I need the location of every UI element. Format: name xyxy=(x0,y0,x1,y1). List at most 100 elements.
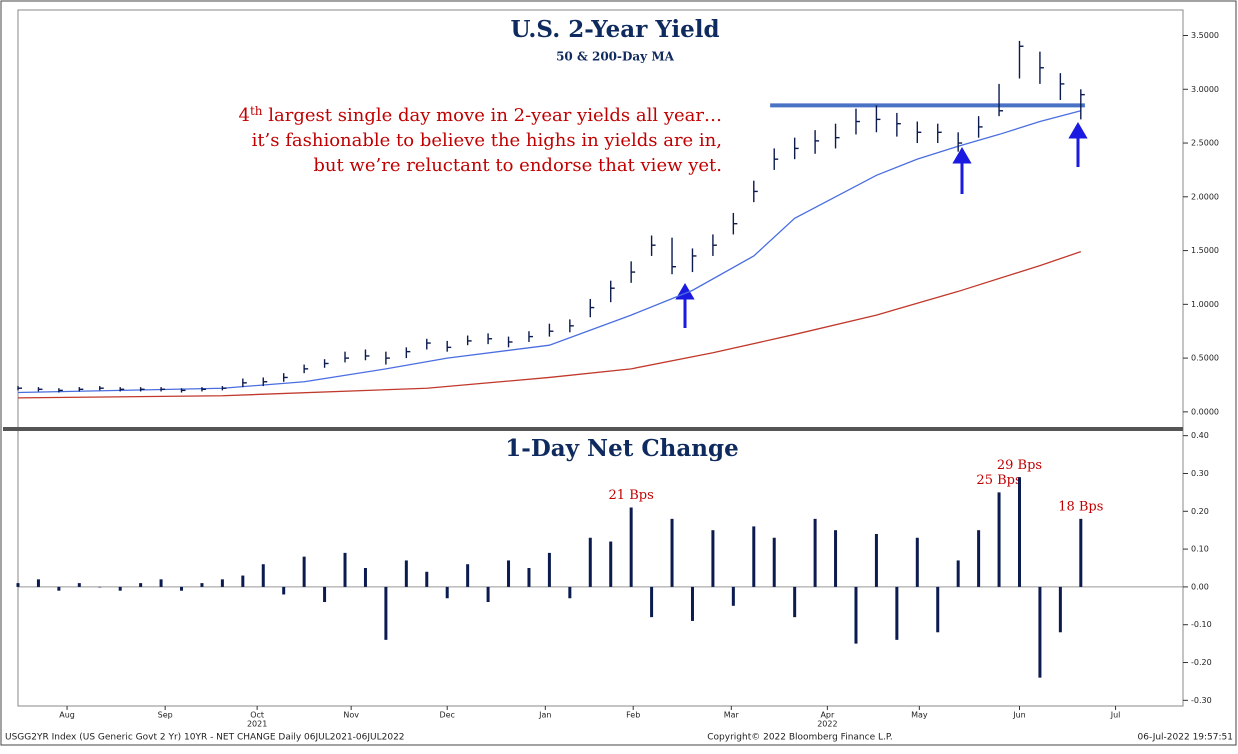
y-tick-label: 3.0000 xyxy=(1191,85,1219,94)
annotation-text: largest single day move in 2-year yields… xyxy=(263,105,722,126)
bar xyxy=(874,533,878,587)
annotation-text: 4 xyxy=(239,105,250,126)
arrow-head xyxy=(952,147,972,164)
year-label: 2021 xyxy=(247,720,267,729)
arrows xyxy=(675,122,1088,328)
bar xyxy=(261,564,265,587)
value-label: 18 Bps xyxy=(1058,499,1103,514)
x-tick-label: May xyxy=(911,711,928,720)
bar xyxy=(670,518,674,587)
bar xyxy=(1038,586,1042,678)
value-label: 29 Bps xyxy=(997,458,1042,473)
bar xyxy=(772,537,776,587)
y-tick-label: -0.10 xyxy=(1191,620,1212,629)
bar xyxy=(752,526,756,587)
bar xyxy=(466,564,470,587)
x-tick-label: Dec xyxy=(439,711,454,720)
footer-left: USGG2YR Index (US Generic Govt 2 Yr) 10Y… xyxy=(5,733,405,743)
x-tick-label: Mar xyxy=(724,711,740,720)
bar xyxy=(363,568,367,587)
bar xyxy=(834,530,838,587)
bar xyxy=(343,552,347,587)
bar xyxy=(486,586,490,603)
chart-title: U.S. 2-Year Yield xyxy=(510,16,719,43)
bar xyxy=(36,579,40,587)
bar xyxy=(282,586,286,595)
x-tick-label: Jul xyxy=(1110,711,1121,720)
bar xyxy=(57,586,61,591)
y-tick-label: 1.5000 xyxy=(1191,246,1219,255)
bar xyxy=(527,568,531,587)
y-tick-label: 0.40 xyxy=(1191,431,1209,440)
bar xyxy=(588,537,592,587)
bar xyxy=(404,560,408,587)
annotation: it’s fashionable to believe the highs in… xyxy=(252,130,722,151)
x-tick-label: Jun xyxy=(1012,711,1026,720)
bar xyxy=(609,541,613,587)
moving-average xyxy=(17,110,1081,394)
y-tick-label: -0.20 xyxy=(1191,658,1212,667)
bar xyxy=(650,586,654,618)
bar xyxy=(1017,477,1021,587)
footer-right: 06-Jul-2022 19:57:51 xyxy=(1138,733,1234,743)
y-tick-label: 3.5000 xyxy=(1191,31,1219,40)
x-tick-label: Apr xyxy=(820,711,835,720)
value-label: 25 Bps xyxy=(976,473,1021,488)
y-tick-label: -0.30 xyxy=(1191,696,1212,705)
y-tick-label: 0.0000 xyxy=(1191,407,1219,416)
bar xyxy=(200,583,204,587)
bar xyxy=(690,586,694,621)
bar xyxy=(813,518,817,587)
y-tick-label: 0.20 xyxy=(1191,507,1209,516)
bar xyxy=(445,586,449,599)
bar xyxy=(629,507,633,587)
moving-average xyxy=(17,251,1082,399)
bar xyxy=(1058,586,1062,633)
bar xyxy=(854,586,858,644)
y-tick-label: 1.0000 xyxy=(1191,300,1219,309)
year-label: 2022 xyxy=(817,720,837,729)
x-tick-label: Aug xyxy=(59,711,75,720)
bar xyxy=(895,586,899,640)
y-tick-label: 2.0000 xyxy=(1191,192,1219,201)
x-tick-label: Oct xyxy=(250,711,264,720)
bar xyxy=(384,586,388,640)
y-tick-label: 0.10 xyxy=(1191,545,1209,554)
bar xyxy=(180,586,184,591)
bar xyxy=(547,552,551,587)
bar xyxy=(711,530,715,587)
bar xyxy=(568,586,572,599)
bar xyxy=(241,575,245,587)
bar xyxy=(793,586,797,618)
x-tick-label: Feb xyxy=(626,711,640,720)
arrow-head xyxy=(1068,122,1088,139)
x-tick-label: Jan xyxy=(538,711,551,720)
annotation-sup: th xyxy=(250,104,263,118)
bar xyxy=(915,537,919,587)
bar xyxy=(425,571,429,587)
bar xyxy=(16,583,20,587)
bar xyxy=(956,560,960,587)
x-tick-label: Sep xyxy=(158,711,173,720)
bar xyxy=(323,586,327,603)
bar xyxy=(220,579,224,587)
bar xyxy=(936,586,940,633)
chart-subtitle: 50 & 200-Day MA xyxy=(556,50,675,64)
annotation: but we’re reluctant to endorse that view… xyxy=(313,155,722,176)
bar xyxy=(977,530,981,587)
bar xyxy=(302,556,306,587)
bar xyxy=(139,583,143,587)
bar xyxy=(159,579,163,587)
bar xyxy=(997,492,1001,587)
footer-center: Copyright© 2022 Bloomberg Finance L.P. xyxy=(707,733,892,743)
chart-title: 1-Day Net Change xyxy=(505,435,738,462)
bar xyxy=(98,586,102,588)
y-tick-label: 0.5000 xyxy=(1191,354,1219,363)
y-tick-label: 0.00 xyxy=(1191,582,1209,591)
bar xyxy=(731,586,735,606)
value-label: 21 Bps xyxy=(609,488,654,503)
bar xyxy=(118,586,122,591)
bar xyxy=(507,560,511,587)
